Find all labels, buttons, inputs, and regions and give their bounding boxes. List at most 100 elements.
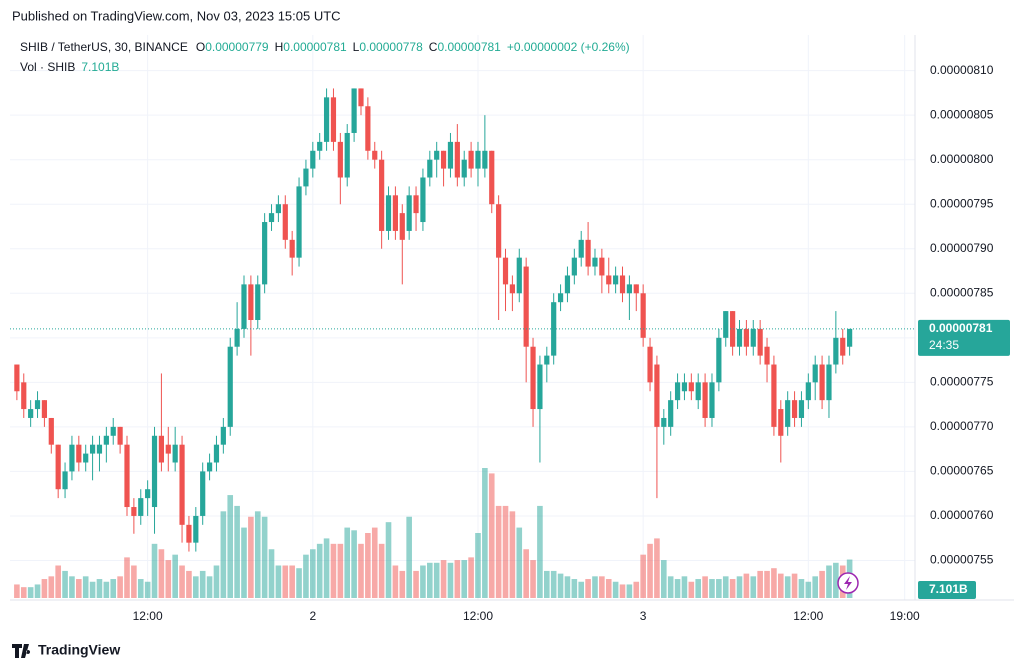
candle-body	[530, 346, 536, 410]
y-tick-label: 0.00000765	[930, 464, 994, 478]
candle-body	[138, 498, 144, 516]
candle-body	[496, 204, 502, 258]
volume-bar	[585, 579, 591, 598]
candle-body	[282, 204, 288, 240]
volume-bar	[158, 549, 165, 598]
volume-bar	[337, 543, 344, 598]
candle-body	[103, 435, 109, 445]
candle-body	[454, 141, 460, 178]
volume-bar	[709, 579, 715, 598]
brand: TradingView	[38, 642, 120, 658]
candle-body	[110, 426, 116, 436]
volume-bar	[234, 505, 240, 598]
candle-body	[241, 284, 247, 329]
volume-bar	[413, 570, 419, 598]
volume-bar	[254, 511, 261, 598]
candle-body	[654, 364, 660, 427]
volume-bar	[523, 549, 529, 598]
volume-bar	[461, 560, 468, 598]
candle-body	[564, 275, 571, 294]
volume-bar	[427, 562, 433, 598]
candle-body	[805, 382, 811, 401]
candle-body	[537, 364, 543, 410]
footer-logo: TradingView	[12, 642, 120, 658]
volume-bar	[695, 579, 702, 598]
volume-bar	[516, 527, 523, 598]
candle-body	[571, 257, 577, 276]
candle-body	[812, 364, 818, 383]
candle-body	[21, 382, 27, 410]
volume-bar	[248, 516, 254, 598]
symbol: SHIB / TetherUS, 30, BINANCE	[20, 40, 188, 54]
volume-bar	[241, 527, 247, 598]
volume-bar	[144, 581, 151, 598]
volume-bar	[475, 533, 481, 598]
volume-bar	[110, 579, 117, 598]
x-tick-label: 3	[640, 609, 647, 623]
candle-body	[578, 239, 584, 258]
candle-body	[206, 462, 213, 472]
candle-body	[447, 141, 454, 169]
candle-body	[599, 257, 605, 276]
candle-body	[165, 444, 171, 454]
candle-body	[736, 328, 743, 347]
candle-body	[606, 275, 612, 285]
candle-body	[200, 471, 206, 516]
candle-body	[220, 426, 226, 445]
volume-bar	[420, 565, 426, 598]
candle-body	[323, 97, 330, 142]
ohlc-key: H	[275, 40, 284, 54]
candle-body	[227, 346, 233, 427]
volume-bar	[399, 570, 406, 598]
candle-body	[289, 239, 295, 258]
volume-bar	[592, 576, 598, 598]
volume-bar	[612, 581, 619, 598]
candle-body	[344, 132, 350, 178]
candle-body	[372, 150, 378, 160]
candle-body	[48, 417, 54, 445]
volume-bar	[323, 538, 330, 598]
candle-body	[626, 284, 632, 294]
candle-body	[771, 364, 777, 427]
volume-label-box	[918, 581, 976, 599]
volume-bar	[378, 543, 385, 598]
volume-bar	[385, 522, 392, 598]
candle-body	[523, 266, 529, 347]
volume-bar	[365, 533, 371, 598]
candle-body	[688, 382, 694, 392]
volume-bar	[488, 473, 495, 598]
candle-body	[83, 453, 89, 463]
y-tick-label: 0.00000775	[930, 375, 994, 389]
volume-bar	[571, 579, 578, 598]
volume-bar	[193, 576, 199, 598]
candle-body	[785, 400, 791, 427]
candle-body	[661, 417, 667, 427]
candle-body	[840, 337, 846, 356]
x-tick-label: 12:00	[463, 609, 493, 623]
candle-body	[41, 400, 48, 418]
volume-bar	[55, 565, 61, 598]
volume-label: 7.101B	[929, 582, 968, 596]
volume-bar	[316, 543, 323, 598]
volume-bar	[564, 576, 571, 598]
volume-bar	[447, 562, 454, 598]
volume-bar	[716, 579, 722, 598]
candle-body	[750, 328, 756, 347]
volume-bar	[206, 576, 213, 598]
change: +0.00000002 (+0.26%)	[507, 40, 630, 54]
candle-body	[117, 426, 123, 445]
y-tick-label: 0.00000800	[930, 152, 994, 166]
candle-body	[681, 382, 688, 392]
candle-body	[310, 150, 316, 169]
candle-body	[151, 435, 158, 508]
volume-bar	[172, 554, 178, 598]
candle-body	[516, 257, 522, 294]
volume-bar	[640, 554, 646, 598]
candle-body	[427, 159, 433, 178]
volume-value: 7.101B	[81, 60, 119, 74]
alert-bolt	[844, 576, 852, 590]
candle-body	[365, 106, 371, 151]
candle-body	[420, 177, 426, 223]
candle-body	[647, 346, 653, 383]
volume-bar	[103, 581, 110, 598]
